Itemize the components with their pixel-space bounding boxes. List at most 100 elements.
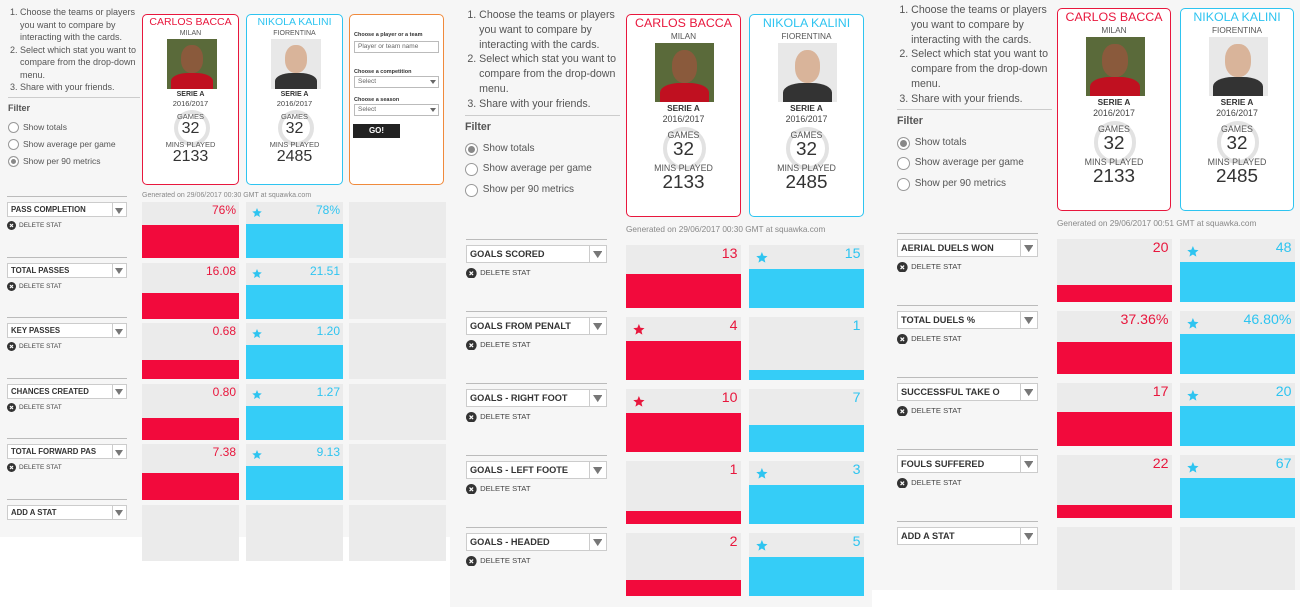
radio[interactable] <box>897 157 910 171</box>
radio-label[interactable]: Show totals <box>23 122 67 132</box>
stat-name: GOALS - RIGHT FOOT <box>470 393 568 403</box>
stat-dropdown[interactable]: GOALS - RIGHT FOOT <box>466 389 607 407</box>
radio-label[interactable]: Show totals <box>914 137 967 149</box>
delete-stat[interactable]: DELETE STAT <box>7 342 62 351</box>
player-card[interactable]: CARLOS BACCA MILAN SERIE A 2016/2017 GAMES 32… <box>142 14 239 185</box>
radio-label[interactable]: Show per 90 metrics <box>914 177 1006 189</box>
stat-bar <box>246 345 343 379</box>
dropdown-arrow <box>1024 389 1034 397</box>
stat-dropdown[interactable]: SUCCESSFUL TAKE O <box>897 383 1038 401</box>
row-divider <box>466 239 607 240</box>
stat-cell: 37.36% <box>1057 311 1172 374</box>
dropdown-arrow <box>115 328 123 335</box>
go-button[interactable]: GO! <box>353 124 400 138</box>
stat-name: GOALS - LEFT FOOTE <box>470 465 568 475</box>
delete-stat[interactable]: DELETE STAT <box>466 556 531 567</box>
value-label: 0.68 <box>212 324 236 338</box>
delete-stat[interactable]: DELETE STAT <box>897 478 962 489</box>
delete-stat[interactable]: DELETE STAT <box>7 402 62 412</box>
stat-dropdown[interactable]: KEY PASSES <box>7 323 127 338</box>
stat-bar <box>1057 504 1172 518</box>
radio[interactable] <box>897 137 910 151</box>
delete-stat[interactable]: DELETE STAT <box>7 463 62 472</box>
radio-label[interactable]: Show per 90 metrics <box>482 183 574 195</box>
field-text: Player or team name <box>358 43 419 50</box>
value-label: 9.13 <box>316 445 340 459</box>
competition-select[interactable]: Select <box>354 76 439 88</box>
stat-cell: 9.13 <box>246 444 343 500</box>
player-input[interactable]: Player or team name <box>354 41 439 53</box>
value-label: 37.36% <box>1120 312 1169 329</box>
season: 2016/2017 <box>662 114 705 125</box>
competition: SERIE A <box>667 103 700 113</box>
radio-label[interactable]: Show average per game <box>23 139 116 149</box>
competition: SERIE A <box>1220 97 1254 107</box>
stat-dropdown[interactable]: FOULS SUFFERED <box>897 455 1038 473</box>
radio[interactable] <box>465 143 478 157</box>
stat-bar <box>1057 412 1172 446</box>
radio[interactable] <box>465 163 478 177</box>
stat-bar <box>142 418 239 440</box>
winner-star <box>252 268 262 278</box>
row-divider <box>7 438 127 439</box>
delete-label: DELETE STAT <box>911 261 962 271</box>
stat-dropdown[interactable]: PASS COMPLETION <box>7 202 127 217</box>
stat-dropdown[interactable]: TOTAL FORWARD PAS <box>7 444 127 459</box>
stat-dropdown[interactable]: ADD A STAT <box>897 527 1038 545</box>
value-label: 67 <box>1275 456 1292 473</box>
row-divider <box>897 305 1038 306</box>
stat-bar <box>749 370 864 380</box>
delete-stat[interactable]: DELETE STAT <box>466 340 531 351</box>
player-card[interactable]: CARLOS BACCA MILAN SERIE A 2016/2017 GAMES 32… <box>1057 8 1171 211</box>
player-card[interactable]: CARLOS BACCA MILAN SERIE A 2016/2017 GAMES 32… <box>626 14 741 217</box>
delete-stat[interactable]: DELETE STAT <box>7 221 62 230</box>
games-value: 32 <box>1226 132 1248 154</box>
delete-stat[interactable]: DELETE STAT <box>466 412 531 423</box>
stat-dropdown[interactable]: ADD A STAT <box>7 504 127 520</box>
stat-bar <box>1180 406 1295 446</box>
radio[interactable] <box>897 177 910 191</box>
team-name: MILAN <box>670 31 697 41</box>
radio[interactable] <box>465 183 478 197</box>
radio[interactable] <box>8 139 19 150</box>
games-value: 32 <box>1103 132 1125 154</box>
photo-head <box>1225 44 1251 78</box>
delete-stat[interactable]: DELETE STAT <box>897 262 962 273</box>
delete-stat[interactable]: DELETE STAT <box>466 268 531 279</box>
chooser-card[interactable]: Choose a player or a team Player or team … <box>349 14 444 185</box>
delete-stat[interactable]: DELETE STAT <box>897 406 962 417</box>
winner-star <box>1187 318 1199 329</box>
stat-dropdown[interactable]: GOALS - LEFT FOOTE <box>466 461 607 479</box>
delete-stat[interactable]: DELETE STAT <box>7 281 62 291</box>
row-divider <box>466 527 607 528</box>
delete-stat[interactable]: DELETE STAT <box>466 484 531 495</box>
radio-label[interactable]: Show average per game <box>914 157 1024 169</box>
delete-label: DELETE STAT <box>480 555 531 565</box>
stat-dropdown[interactable]: GOALS FROM PENALT <box>466 317 607 335</box>
radio-label[interactable]: Show totals <box>482 143 535 155</box>
radio-label[interactable]: Show average per game <box>482 163 592 175</box>
player-card[interactable]: NIKOLA KALINI FIORENTINA SERIE A 2016/2017 G… <box>749 14 864 217</box>
season-select[interactable]: Select <box>354 104 439 116</box>
filter-label: Filter <box>465 121 491 133</box>
stat-bar <box>1057 342 1172 374</box>
delete-stat[interactable]: DELETE STAT <box>897 334 962 345</box>
season: 2016/2017 <box>785 114 828 125</box>
radio-label[interactable]: Show per 90 metrics <box>23 156 101 166</box>
value-label: 13 <box>721 246 738 263</box>
radio[interactable] <box>8 122 19 133</box>
winner-star <box>1187 462 1199 473</box>
select-arrow <box>430 108 436 112</box>
stat-dropdown[interactable]: GOALS - HEADED <box>466 533 607 551</box>
player-photo <box>270 39 321 89</box>
stat-dropdown[interactable]: GOALS SCORED <box>466 245 607 263</box>
player-card[interactable]: NIKOLA KALINI FIORENTINA SERIE A 2016/2017 G… <box>1180 8 1294 211</box>
stat-dropdown[interactable]: CHANCES CREATED <box>7 383 127 399</box>
player-card[interactable]: NIKOLA KALINI FIORENTINA SERIE A 2016/2017 G… <box>246 14 343 185</box>
radio[interactable] <box>8 156 19 167</box>
stat-dropdown[interactable]: TOTAL PASSES <box>7 262 127 278</box>
stat-dropdown[interactable]: AERIAL DUELS WON <box>897 239 1038 257</box>
stat-bar <box>246 466 343 500</box>
stat-dropdown[interactable]: TOTAL DUELS % <box>897 311 1038 329</box>
value-label: 48 <box>1275 240 1292 257</box>
